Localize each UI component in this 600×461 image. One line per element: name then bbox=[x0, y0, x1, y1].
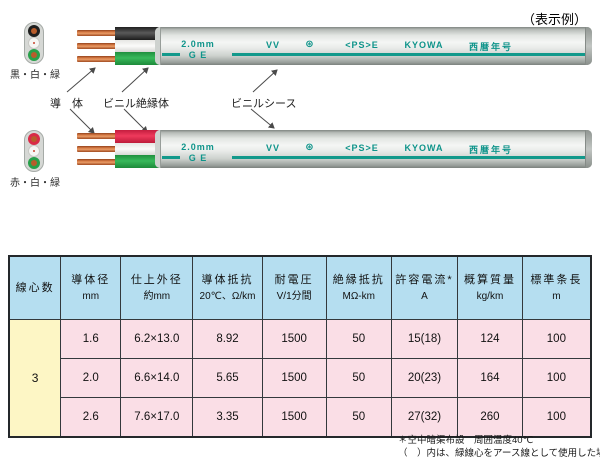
cross-section-top-label: 黒・白・緑 bbox=[10, 70, 60, 81]
core-black-icon bbox=[28, 25, 40, 37]
print-maker: KYOWA bbox=[404, 143, 444, 153]
cross-section-bottom bbox=[24, 130, 44, 172]
copper-core-icon bbox=[31, 136, 37, 142]
print-year: 西暦年号 bbox=[468, 42, 513, 52]
core-white-icon bbox=[28, 37, 40, 49]
table-cell: 2.0 bbox=[60, 358, 122, 398]
print-cert-icon: ⊛ bbox=[305, 142, 315, 153]
col-header-allowable-current: 許容電流* A bbox=[390, 255, 459, 320]
table-cell: 1500 bbox=[261, 319, 327, 359]
print-cert-icon: ⊛ bbox=[305, 39, 315, 50]
table-cell: 260 bbox=[457, 397, 523, 438]
table-cell: 6.6×14.0 bbox=[120, 358, 194, 398]
col-header-conductor-dia: 導体径 mm bbox=[60, 255, 122, 320]
print-pse-mark: <PS>E bbox=[345, 40, 379, 50]
copper-core-icon bbox=[33, 150, 35, 152]
table-cell: 100 bbox=[521, 397, 592, 438]
print-grade: G E bbox=[188, 50, 208, 60]
print-type: VV bbox=[265, 40, 280, 50]
cable-sheath bbox=[155, 130, 592, 168]
table-cell: 2.6 bbox=[60, 397, 122, 438]
table-cell: 3.35 bbox=[192, 397, 263, 438]
print-size: 2.0mm bbox=[181, 142, 215, 152]
copper-core-icon bbox=[31, 52, 37, 58]
insulation-green bbox=[115, 52, 159, 65]
table-row: 2.0 6.6×14.0 5.65 1500 50 20(23) 164 100 bbox=[9, 358, 592, 398]
print-line-dash bbox=[162, 53, 180, 56]
print-type: VV bbox=[265, 143, 280, 153]
copper-core-icon bbox=[33, 42, 35, 44]
copper-core-icon bbox=[31, 28, 37, 34]
conductor-wire bbox=[77, 133, 121, 139]
print-size: 2.0mm bbox=[181, 39, 215, 49]
table-cell: 100 bbox=[521, 358, 592, 398]
table-cell: 1500 bbox=[261, 397, 327, 438]
label-insulation: ビニル絶縁体 bbox=[103, 98, 169, 110]
table-cell: 5.65 bbox=[192, 358, 263, 398]
cable-illustration-bottom: 2.0mm G E VV ⊛ <PS>E KYOWA 西暦年号 bbox=[0, 130, 600, 176]
insulation-red bbox=[115, 130, 159, 143]
cable-illustration-top: 2.0mm G E VV ⊛ <PS>E KYOWA 西暦年号 bbox=[0, 27, 600, 73]
cable-sheath bbox=[155, 27, 592, 65]
table-row: 2.6 7.6×17.0 3.35 1500 50 27(32) 260 100 bbox=[9, 397, 592, 438]
core-count-cell: 3 bbox=[8, 319, 62, 438]
table-cell: 6.2×13.0 bbox=[120, 319, 194, 359]
col-header-mass: 概算質量 kg/km bbox=[457, 255, 523, 320]
print-grade: G E bbox=[188, 153, 208, 163]
footnotes: ＊空中暗渠布設 周囲温度40℃ （ ）内は、緑線心をアース線として使用した場合 bbox=[398, 434, 600, 460]
print-line-dash bbox=[162, 156, 180, 159]
core-green-icon bbox=[28, 157, 40, 169]
print-maker: KYOWA bbox=[404, 40, 444, 50]
table-cell: 50 bbox=[325, 397, 392, 438]
example-note: （表示例） bbox=[522, 12, 588, 27]
col-header-std-length: 標準条長 m bbox=[521, 255, 592, 320]
print-year: 西暦年号 bbox=[468, 145, 513, 155]
conductor-wire bbox=[77, 56, 121, 62]
core-white-icon bbox=[28, 145, 40, 157]
insulation-white bbox=[115, 143, 159, 155]
table-cell: 15(18) bbox=[390, 319, 459, 359]
insulation-green bbox=[115, 155, 159, 168]
core-green-icon bbox=[28, 49, 40, 61]
label-conductor: 導 体 bbox=[50, 98, 83, 110]
print-line bbox=[232, 53, 585, 56]
table-cell: 7.6×17.0 bbox=[120, 397, 194, 438]
insulation-white bbox=[115, 40, 159, 52]
table-cell: 124 bbox=[457, 319, 523, 359]
table-row: 3 1.6 6.2×13.0 8.92 1500 50 15(18) 124 1… bbox=[8, 319, 592, 438]
table-cell: 1.6 bbox=[60, 319, 122, 359]
conductor-wire bbox=[77, 43, 121, 49]
table-cell: 20(23) bbox=[390, 358, 459, 398]
insulation-black bbox=[115, 27, 159, 40]
conductor-wire bbox=[77, 30, 121, 36]
table-cell: 100 bbox=[521, 319, 592, 359]
print-pse-mark: <PS>E bbox=[345, 143, 379, 153]
table-cell: 1500 bbox=[261, 358, 327, 398]
cross-section-top bbox=[24, 22, 44, 64]
print-line bbox=[232, 156, 585, 159]
footnote-line: （ ）内は、緑線心をアース線として使用した場合 bbox=[398, 448, 600, 459]
spec-table: 線心数 導体径 mm 仕上外径 約mm 導体抵抗 20℃、Ω/km 耐電圧 V/1分間 … bbox=[8, 255, 592, 438]
table-cell: 8.92 bbox=[192, 319, 263, 359]
table-cell: 50 bbox=[325, 319, 392, 359]
col-header-resistance: 導体抵抗 20℃、Ω/km bbox=[192, 255, 263, 320]
col-header-withstand-voltage: 耐電圧 V/1分間 bbox=[261, 255, 327, 320]
col-header-finished-dia: 仕上外径 約mm bbox=[120, 255, 194, 320]
table-cell: 50 bbox=[325, 358, 392, 398]
core-red-icon bbox=[28, 133, 40, 145]
conductor-wire bbox=[77, 159, 121, 165]
table-cell: 27(32) bbox=[390, 397, 459, 438]
footnote-line: ＊空中暗渠布設 周囲温度40℃ bbox=[398, 435, 534, 446]
label-sheath: ビニルシース bbox=[231, 98, 297, 110]
copper-core-icon bbox=[31, 160, 37, 166]
header-row: 線心数 導体径 mm 仕上外径 約mm 導体抵抗 20℃、Ω/km 耐電圧 V/1分間 … bbox=[8, 255, 592, 320]
cross-section-bottom-label: 赤・白・緑 bbox=[10, 178, 60, 189]
table-cell: 164 bbox=[457, 358, 523, 398]
col-header-insulation-resistance: 絶縁抵抗 MΩ-km bbox=[325, 255, 392, 320]
col-header-cores: 線心数 bbox=[8, 255, 62, 320]
conductor-wire bbox=[77, 146, 121, 152]
